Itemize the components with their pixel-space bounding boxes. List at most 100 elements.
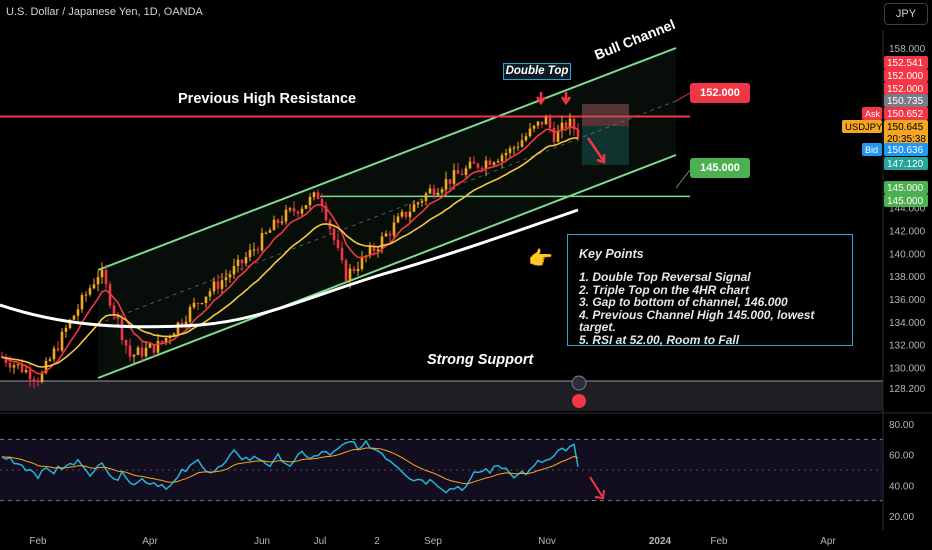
key-point-5: 5. RSI at 52.00, Room to Fall [579, 332, 740, 347]
candle-body [56, 348, 60, 351]
rsi-axis-tick: 20.00 [889, 512, 914, 523]
candle-body [536, 121, 540, 126]
us-flag-event-icon [572, 394, 586, 408]
time-axis-tick: Feb [710, 536, 728, 547]
candle-body [100, 269, 104, 278]
price-label-bg [884, 107, 928, 120]
candle-body [104, 269, 108, 285]
candle-body [464, 168, 468, 175]
candle-body [288, 208, 292, 210]
price-axis-tick: 134.000 [889, 318, 926, 329]
candle-body [284, 209, 288, 222]
candle-body [372, 247, 376, 252]
candle-body [112, 305, 116, 315]
price-label-value: 150.636 [887, 145, 924, 156]
candle-body [140, 347, 144, 357]
time-axis-tick: Sep [424, 536, 442, 547]
time-axis-tick: Jun [254, 536, 270, 547]
candle-body [200, 303, 204, 305]
support-band [0, 381, 883, 411]
previous-high-label: Previous High Resistance [178, 91, 357, 107]
candle-body [252, 249, 256, 251]
candle-body [324, 205, 328, 221]
candle-body [548, 117, 552, 128]
candle-body [180, 322, 184, 325]
candle-body [4, 357, 8, 363]
candle-body [272, 219, 276, 231]
candle-body [568, 118, 572, 129]
candle-body [432, 188, 436, 196]
candle-body [116, 314, 120, 319]
candle-body [452, 170, 456, 184]
time-axis-tick: 2 [374, 536, 380, 547]
candle-body [520, 140, 524, 147]
candle-body [220, 280, 224, 289]
double-top-label: Double Top [503, 63, 571, 80]
price-label-value: 150.735 [887, 96, 924, 107]
candle-body [80, 295, 84, 310]
candle-body [12, 365, 16, 368]
candle-body [316, 192, 320, 200]
candle-body [424, 193, 428, 201]
lightning-event-icon [571, 375, 587, 391]
candle-body [292, 208, 296, 212]
channel-lower-line [97, 154, 677, 379]
price-label-bg [884, 82, 928, 95]
candle-body [336, 240, 340, 248]
rsi-ma-line [1, 447, 579, 485]
price-axis-tick: 130.000 [889, 363, 926, 374]
candle-body [304, 205, 308, 209]
candle-body [500, 155, 504, 162]
price-label-bg [862, 143, 882, 156]
candle-body [332, 229, 336, 241]
candle-body [352, 268, 356, 272]
price-axis-tick: 128.200 [889, 384, 926, 395]
key-point-3: 3. Gap to bottom of channel, 146.000 [579, 295, 788, 310]
candle-body [28, 370, 32, 380]
candle-body [380, 236, 384, 250]
candle-body [544, 117, 548, 125]
price-label-value: 152.000 [887, 84, 924, 95]
price-label-bg [842, 120, 882, 133]
price-axis-tick: 140.000 [889, 249, 926, 260]
price-label-value: 150.645 [887, 122, 924, 133]
candle-body [196, 302, 200, 304]
candle-body [472, 161, 476, 164]
candle-body [224, 277, 228, 281]
price-label-bg [884, 143, 928, 156]
candle-body [528, 128, 532, 137]
channel-fill [98, 48, 676, 378]
symbol-title: U.S. Dollar / Japanese Yen, 1D, OANDA [6, 6, 203, 18]
candle-body [204, 296, 208, 304]
key-points-title: Key Points [579, 247, 644, 261]
candle-body [156, 340, 160, 353]
price-axis-tick: 138.000 [889, 272, 926, 283]
price-label-timer: 20:35:38 [887, 134, 926, 145]
candle-body [8, 362, 12, 368]
candle-body [132, 354, 136, 357]
pointing-hand-icon: 👉 [528, 248, 553, 270]
candle-body [268, 230, 272, 233]
candle-body [368, 247, 372, 256]
ma-fast-line [1, 126, 579, 375]
key-point-1: 1. Double Top Reversal Signal [579, 270, 751, 284]
candle-body [356, 268, 360, 272]
candle-body [280, 221, 284, 223]
candle-body [240, 259, 244, 264]
candle-body [84, 294, 88, 296]
price-label-value: 152.541 [887, 58, 924, 69]
candle-body [184, 321, 188, 325]
candle-body [552, 127, 556, 142]
candle-body [24, 370, 28, 373]
candle-body [0, 356, 4, 358]
candle-body [120, 318, 124, 340]
candle-body [64, 328, 68, 332]
double-top-arrow-2 [560, 92, 572, 106]
time-axis-tick: Jul [314, 536, 327, 547]
candle-body [460, 173, 464, 175]
time-axis-tick: 2024 [649, 536, 672, 547]
candle-body [436, 192, 440, 196]
candle-body [16, 364, 20, 366]
candle-body [516, 146, 520, 148]
currency-button[interactable]: JPY [884, 3, 928, 25]
